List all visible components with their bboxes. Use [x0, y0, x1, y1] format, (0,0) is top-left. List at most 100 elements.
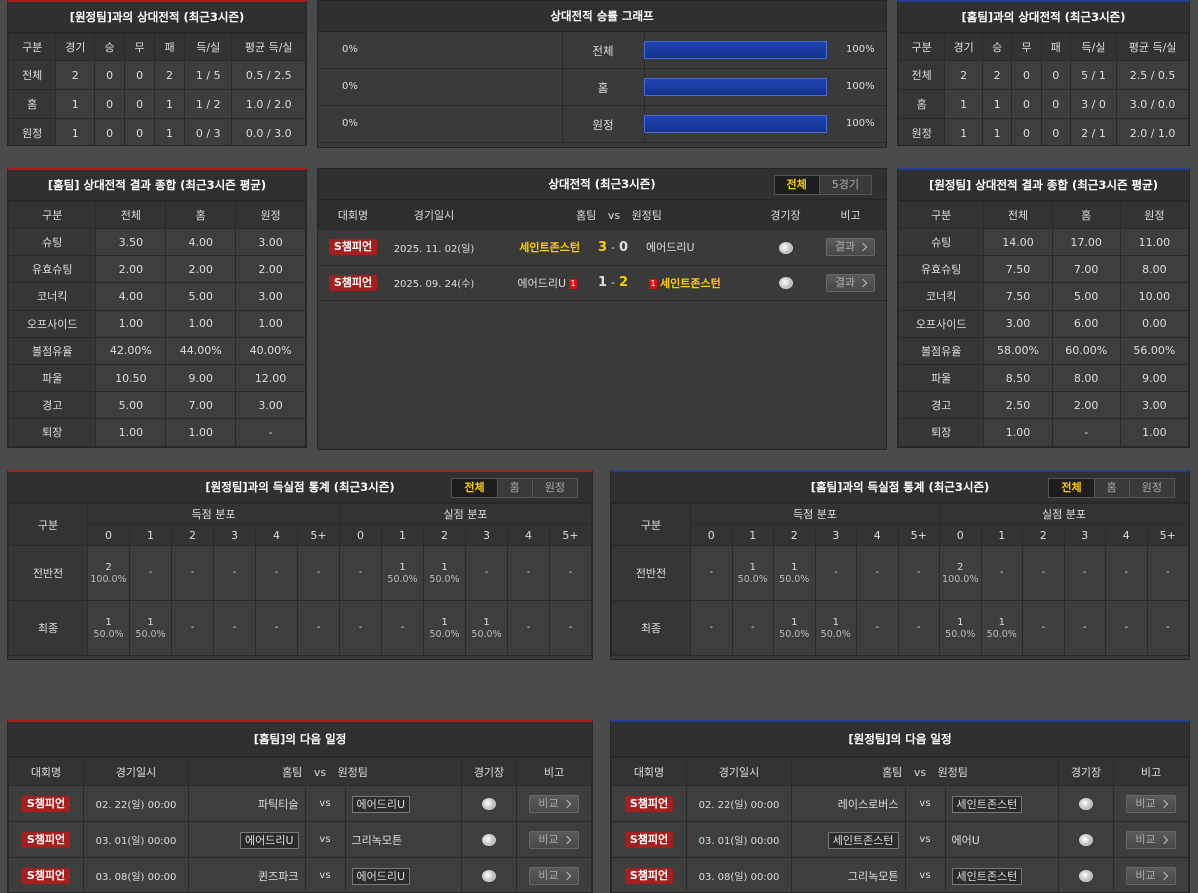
count: - — [1082, 567, 1087, 578]
column-header: 홈팀 vs 원정팀 — [480, 200, 758, 230]
stadium — [461, 857, 517, 892]
column-header: 구분 — [898, 201, 985, 229]
compare-button[interactable]: 비교 — [1126, 830, 1176, 849]
cell: - — [1022, 600, 1065, 656]
away-header: 원정팀 — [631, 209, 662, 222]
vs: vs — [904, 785, 946, 822]
stadium-icon[interactable] — [778, 277, 793, 289]
row-label: 유효슈팅 — [898, 255, 985, 284]
tab[interactable]: 원정 — [531, 479, 577, 497]
stadium-icon[interactable] — [1079, 834, 1093, 846]
panel: [원정팀]의 다음 일정 대회명 경기일시 홈팀 vs 원정팀 경기장 비고 S챔피언 02.… — [610, 720, 1190, 893]
cell: 2 — [982, 60, 1013, 90]
bucket: 5+ — [897, 524, 940, 546]
cell: 60.00% — [1051, 336, 1121, 365]
result-button[interactable]: 결과 — [825, 238, 876, 257]
stadium-icon[interactable] — [482, 798, 496, 810]
compare-button[interactable]: 비교 — [529, 830, 579, 849]
cell: 7.00 — [1051, 255, 1121, 284]
panel-title: [홈팀]과의 상대전적 (최근3시즌) — [898, 2, 1189, 33]
cell: 3.0 / 0.0 — [1116, 89, 1189, 119]
cell: 0.0 / 3.0 — [231, 118, 306, 145]
note: 비교 — [516, 785, 592, 822]
cell: 0.5 / 2.5 — [231, 60, 306, 90]
header-row: 구분 경기 승 무 패 득/실 평균 득/실 — [8, 33, 306, 61]
match-row: S챔피언 02. 22(일) 00:00 파틱티슬 vs 에어드리U 비교 — [8, 785, 592, 822]
count: - — [1041, 622, 1046, 633]
stadium-icon[interactable] — [482, 834, 496, 846]
league-badge: S챔피언 — [21, 831, 71, 848]
tab[interactable]: 전체 — [452, 479, 497, 497]
chevron — [562, 871, 571, 880]
divider — [562, 32, 563, 68]
home-rate: 0% — [342, 81, 358, 92]
cell: 6.00 — [1051, 309, 1121, 338]
count: 1 — [791, 616, 798, 628]
tab[interactable]: 홈 — [1093, 479, 1129, 497]
tab[interactable]: 5경기 — [818, 176, 871, 194]
cell: 2.00 — [95, 255, 167, 284]
row-header: 구분 — [8, 503, 88, 546]
date: 02. 22(일) 00:00 — [686, 785, 792, 822]
vs-header: vs — [313, 765, 327, 779]
cell: 0 — [124, 60, 156, 90]
stadium-icon[interactable] — [482, 870, 496, 882]
column-header: 구분 — [8, 201, 97, 229]
note: 결과 — [813, 265, 886, 301]
header-row: 대회명 경기일시 홈팀 vs 원정팀 경기장 비고 — [318, 200, 886, 230]
cell: - — [690, 545, 733, 601]
group-row: 구분 득점 분포 실점 분포 — [611, 503, 1189, 546]
percent: 50.0% — [737, 573, 768, 585]
cell: 3.00 — [1119, 391, 1189, 420]
league: S챔피언 — [318, 265, 388, 301]
compare-button[interactable]: 비교 — [529, 866, 579, 885]
red-card: 1 — [649, 278, 657, 289]
row-label: 볼점유율 — [898, 336, 985, 365]
compare-button[interactable]: 비교 — [1126, 794, 1176, 813]
home: 에어드리U 1 — [480, 265, 580, 301]
away-team: 세인트존스턴 — [951, 867, 1023, 885]
cell: 9.00 — [165, 363, 237, 393]
cell: 0.00 — [1119, 309, 1189, 338]
home-team: 에어드리U — [517, 276, 566, 290]
cell: 3.00 — [235, 282, 306, 311]
count: - — [316, 622, 321, 633]
tab[interactable]: 전체 — [774, 176, 819, 194]
cell: - — [507, 600, 550, 656]
winrate-row: 0% 전체 100% — [318, 32, 886, 69]
cell: 58.00% — [983, 336, 1053, 365]
cell: 1 50.0% — [87, 600, 130, 656]
league-badge: S챔피언 — [624, 867, 674, 884]
cell: 0 — [124, 118, 156, 145]
note: 비교 — [516, 821, 592, 858]
tab[interactable]: 원정 — [1128, 479, 1174, 497]
count: 2 — [957, 561, 964, 573]
league-badge: S챔피언 — [624, 795, 674, 812]
panel: [홈팀]과의 득실점 통계 (최근3시즌) 전체 홈 원정 구분 득점 분포 실점 분포 0 1… — [610, 470, 1190, 660]
cell: - — [129, 545, 172, 601]
cell: 4.00 — [95, 282, 167, 311]
count: - — [190, 567, 195, 578]
date: 2025. 09. 24(수) — [388, 265, 480, 301]
tab[interactable]: 홈 — [496, 479, 532, 497]
row-label: 원정 — [592, 118, 614, 132]
cell: 3 / 0 — [1069, 89, 1118, 119]
row-label: 원정 — [898, 118, 946, 145]
data-row: 전반전 2 100.0% - - - - - -1 50.0% 1 50.0% - - - — [8, 545, 592, 601]
away: 에어드리U — [344, 785, 462, 822]
home-rate: 0% — [342, 118, 358, 129]
panel: [홈팀]의 다음 일정 대회명 경기일시 홈팀 vs 원정팀 경기장 비고 S챔피언 02. … — [7, 720, 593, 893]
stadium — [461, 821, 517, 858]
column-header: 대회명 — [8, 757, 84, 786]
compare-button[interactable]: 비교 — [1126, 866, 1176, 885]
cell: - — [549, 600, 592, 656]
result-button[interactable]: 결과 — [825, 273, 876, 292]
tab[interactable]: 전체 — [1049, 479, 1094, 497]
compare-button[interactable]: 비교 — [529, 794, 579, 813]
row-label: 파울 — [8, 363, 97, 393]
cell: - — [297, 600, 340, 656]
stadium-icon[interactable] — [1079, 870, 1093, 882]
stadium-icon[interactable] — [1079, 798, 1093, 810]
stadium-icon[interactable] — [778, 241, 793, 254]
